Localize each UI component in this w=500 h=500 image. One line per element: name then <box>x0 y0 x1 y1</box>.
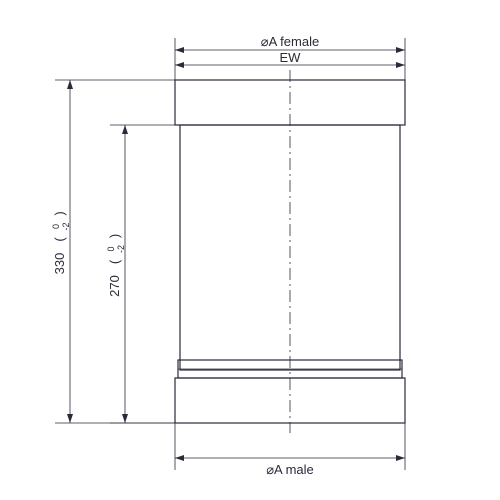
svg-text:270: 270 <box>107 275 122 297</box>
svg-text:(: ( <box>107 259 122 264</box>
svg-text:⌀A male: ⌀A male <box>266 462 314 477</box>
svg-text:0: 0 <box>106 246 116 251</box>
svg-text:(: ( <box>52 237 67 242</box>
svg-text:330: 330 <box>52 253 67 275</box>
svg-text:-2: -2 <box>116 245 126 253</box>
svg-text:-2: -2 <box>61 222 71 230</box>
svg-text:): ) <box>107 234 122 238</box>
svg-text:0: 0 <box>51 224 61 229</box>
svg-text:): ) <box>52 211 67 215</box>
svg-text:EW: EW <box>280 50 302 65</box>
svg-text:⌀A female: ⌀A female <box>261 34 319 49</box>
